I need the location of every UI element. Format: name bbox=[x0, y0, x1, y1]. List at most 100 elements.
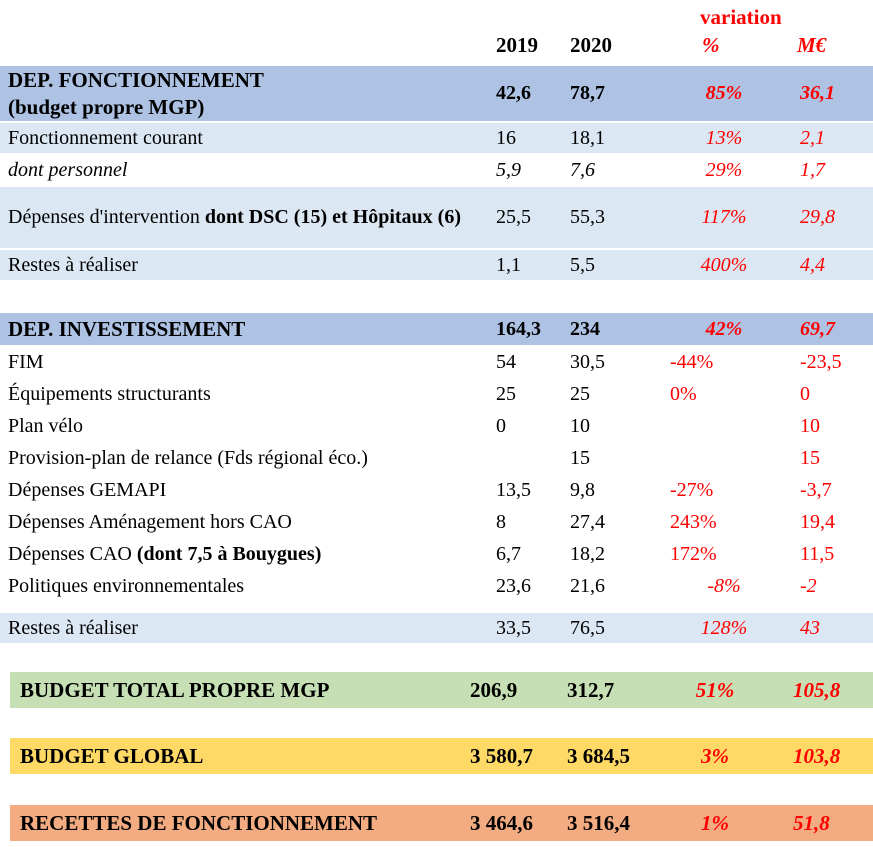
row-label: Équipements structurants bbox=[0, 381, 480, 408]
total-row-budget-total-propre-mgp: BUDGET TOTAL PROPRE MGP 206,9 312,7 51% 105,… bbox=[10, 672, 873, 708]
value-2020: 9,8 bbox=[570, 478, 595, 501]
value-variation-percent: -27% bbox=[670, 478, 714, 501]
row-label: Dépenses GEMAPI bbox=[0, 477, 480, 504]
row-label-part: Provision-plan de relance (Fds régional … bbox=[8, 446, 368, 469]
value-variation-millions-euro: 4,4 bbox=[800, 253, 825, 276]
table-row: Restes à réaliser 33,5 76,5 128% 43 bbox=[0, 613, 873, 645]
column-header-2020: 2020 bbox=[570, 33, 612, 57]
row-label-part: Fonctionnement courant bbox=[8, 126, 203, 149]
table-row: Dépenses Aménagement hors CAO 8 27,4 243% 19… bbox=[0, 507, 873, 539]
table-row: DEP. INVESTISSEMENT 164,3 234 42% 69,7 bbox=[0, 313, 873, 347]
value-variation-percent: 128% bbox=[700, 616, 748, 639]
value-2020: 15 bbox=[570, 446, 590, 469]
value-2020: 18,2 bbox=[570, 542, 605, 565]
value-variation-millions-euro: 29,8 bbox=[800, 206, 835, 228]
total-label: BUDGET GLOBAL bbox=[20, 743, 204, 768]
value-2020: 3 516,4 bbox=[567, 810, 630, 835]
row-label-part: (dont 7,5 à Bouygues) bbox=[136, 542, 322, 565]
value-2020: 312,7 bbox=[567, 677, 615, 702]
value-variation-percent: 400% bbox=[700, 253, 748, 276]
table-depenses-investissement: DEP. INVESTISSEMENT 164,3 234 42% 69,7 FIM 54 3… bbox=[0, 313, 873, 645]
value-variation-millions-euro: 1,7 bbox=[800, 158, 825, 181]
variation-column-group-header: variation bbox=[700, 5, 782, 29]
value-2019: 6,7 bbox=[496, 542, 521, 565]
row-label: Dépenses CAO (dont 7,5 à Bouygues) bbox=[0, 541, 480, 568]
value-2019: 164,3 bbox=[496, 317, 541, 340]
value-variation-millions-euro: 103,8 bbox=[793, 743, 841, 768]
value-2020: 76,5 bbox=[570, 616, 605, 639]
table-row: FIM 54 30,5 -44% -23,5 bbox=[0, 347, 873, 379]
value-2020: 7,6 bbox=[570, 158, 595, 181]
value-2019: 1,1 bbox=[496, 253, 521, 276]
value-2019: 42,6 bbox=[496, 82, 531, 104]
row-label-part: Plan vélo bbox=[8, 414, 83, 437]
row-label: dont personnel bbox=[0, 157, 480, 184]
value-2019: 3 464,6 bbox=[470, 810, 533, 835]
value-variation-percent: -8% bbox=[707, 574, 741, 597]
row-label: FIM bbox=[0, 349, 480, 376]
table-row: Équipements structurants 25 25 0% 0 bbox=[0, 379, 873, 411]
column-header-percent: % bbox=[702, 33, 720, 57]
table-row: Dépenses GEMAPI 13,5 9,8 -27% -3,7 bbox=[0, 475, 873, 507]
row-label: DEP. INVESTISSEMENT bbox=[0, 316, 480, 343]
row-label-part: Politiques environnementales bbox=[8, 574, 245, 597]
column-header-2019: 2019 bbox=[496, 33, 538, 57]
value-variation-percent: 42% bbox=[705, 317, 743, 340]
row-label-part: FIM bbox=[8, 350, 44, 373]
row-label: Dépenses d'intervention dont DSC (15) et… bbox=[0, 204, 480, 231]
value-variation-percent: 117% bbox=[701, 206, 747, 228]
table-row: DEP. FONCTIONNEMENT (budget propre MGP) 42… bbox=[0, 66, 873, 123]
value-variation-percent: 29% bbox=[705, 158, 743, 181]
value-2020: 18,1 bbox=[570, 126, 605, 149]
row-label-part: Dépenses GEMAPI bbox=[8, 478, 167, 501]
value-2020: 30,5 bbox=[570, 350, 605, 373]
row-label-part: DEP. INVESTISSEMENT bbox=[8, 316, 246, 341]
row-label: Plan vélo bbox=[0, 413, 480, 440]
row-label: Politiques environnementales bbox=[0, 573, 480, 600]
value-variation-percent: 51% bbox=[695, 677, 735, 702]
value-2020: 27,4 bbox=[570, 510, 605, 533]
row-label: Restes à réaliser bbox=[0, 252, 480, 279]
total-row-budget-global: BUDGET GLOBAL 3 580,7 3 684,5 3% 103,8 bbox=[10, 738, 873, 774]
value-2019: 0 bbox=[496, 414, 506, 437]
row-label-part: Restes à réaliser bbox=[8, 253, 138, 276]
table-depenses-fonctionnement: DEP. FONCTIONNEMENT (budget propre MGP) 42… bbox=[0, 66, 873, 282]
value-2019: 25,5 bbox=[496, 206, 531, 228]
value-2020: 10 bbox=[570, 414, 590, 437]
value-variation-percent: 0% bbox=[670, 382, 697, 405]
table-row: Dépenses CAO (dont 7,5 à Bouygues) 6,7 18,… bbox=[0, 539, 873, 571]
total-label: RECETTES DE FONCTIONNEMENT bbox=[20, 810, 378, 835]
total-label: BUDGET TOTAL PROPRE MGP bbox=[20, 677, 330, 702]
value-variation-millions-euro: 105,8 bbox=[793, 677, 841, 702]
value-variation-millions-euro: -23,5 bbox=[800, 350, 842, 373]
value-2019: 25 bbox=[496, 382, 516, 405]
row-label: Dépenses Aménagement hors CAO bbox=[0, 509, 480, 536]
value-2020: 25 bbox=[570, 382, 590, 405]
value-2019: 13,5 bbox=[496, 478, 531, 501]
value-variation-percent: 85% bbox=[705, 82, 743, 104]
value-variation-millions-euro: 0 bbox=[800, 382, 810, 405]
value-variation-percent: 1% bbox=[701, 810, 729, 835]
column-header-millions-euro: M€ bbox=[797, 33, 827, 57]
value-variation-millions-euro: 2,1 bbox=[800, 126, 825, 149]
value-variation-millions-euro: 10 bbox=[800, 414, 820, 437]
row-label-part: Dépenses d'intervention bbox=[8, 206, 205, 228]
value-2019: 8 bbox=[496, 510, 506, 533]
table-row: Plan vélo 0 10 10 bbox=[0, 411, 873, 443]
value-2020: 234 bbox=[570, 317, 600, 340]
row-label: Restes à réaliser bbox=[0, 615, 480, 642]
row-label-part: DEP. FONCTIONNEMENT bbox=[8, 67, 264, 92]
table-row: Provision-plan de relance (Fds régional … bbox=[0, 443, 873, 475]
value-variation-millions-euro: 36,1 bbox=[800, 82, 835, 104]
row-label: Fonctionnement courant bbox=[0, 125, 480, 152]
row-label-part: Restes à réaliser bbox=[8, 616, 138, 639]
table-row: dont personnel 5,9 7,6 29% 1,7 bbox=[0, 155, 873, 187]
value-2020: 78,7 bbox=[570, 82, 605, 104]
value-2019: 23,6 bbox=[496, 574, 531, 597]
row-label: DEP. FONCTIONNEMENT (budget propre MGP) bbox=[0, 67, 480, 121]
value-variation-millions-euro: 15 bbox=[800, 446, 820, 469]
value-2019: 33,5 bbox=[496, 616, 531, 639]
value-variation-millions-euro: 51,8 bbox=[793, 810, 830, 835]
row-spacer bbox=[0, 603, 873, 613]
